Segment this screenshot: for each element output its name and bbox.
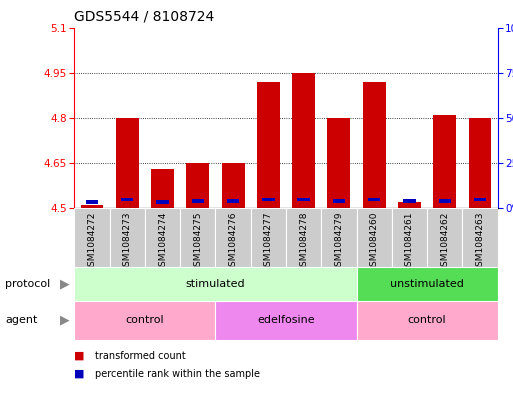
Text: control: control (408, 315, 446, 325)
Bar (357, 267, 498, 301)
Bar (257, 82, 280, 208)
Text: GSM1084278: GSM1084278 (299, 211, 308, 272)
Text: edelfosine: edelfosine (257, 315, 315, 325)
Bar (251, 208, 286, 267)
Bar (74, 208, 110, 267)
Text: GSM1084274: GSM1084274 (158, 211, 167, 272)
Bar (262, 198, 274, 201)
Bar (363, 82, 386, 208)
Bar (156, 200, 169, 204)
Bar (74, 301, 215, 340)
Text: GSM1084263: GSM1084263 (476, 211, 484, 272)
Bar (357, 208, 392, 267)
Text: ■: ■ (74, 369, 85, 379)
Bar (327, 118, 350, 208)
Bar (215, 301, 357, 340)
Text: agent: agent (5, 315, 37, 325)
Bar (180, 208, 215, 267)
Bar (474, 198, 486, 201)
Bar (86, 200, 98, 204)
Text: ▶: ▶ (60, 277, 69, 290)
Bar (110, 208, 145, 267)
Text: GSM1084277: GSM1084277 (264, 211, 273, 272)
Bar (427, 208, 462, 267)
Bar (192, 199, 204, 203)
Bar (333, 199, 345, 203)
Bar (321, 208, 357, 267)
Bar (286, 208, 321, 267)
Text: GSM1084279: GSM1084279 (334, 211, 343, 272)
Bar (403, 199, 416, 203)
Text: control: control (126, 315, 164, 325)
Bar (398, 202, 421, 208)
Bar (439, 199, 451, 203)
Bar (145, 208, 180, 267)
Bar (74, 267, 357, 301)
Bar (121, 198, 133, 201)
Text: GSM1084260: GSM1084260 (370, 211, 379, 272)
Bar (81, 205, 104, 208)
Bar (186, 163, 209, 208)
Bar (468, 118, 491, 208)
Text: GSM1084276: GSM1084276 (229, 211, 238, 272)
Bar (357, 301, 498, 340)
Text: GSM1084273: GSM1084273 (123, 211, 132, 272)
Bar (392, 208, 427, 267)
Text: GDS5544 / 8108724: GDS5544 / 8108724 (74, 10, 214, 24)
Bar (151, 169, 174, 208)
Text: protocol: protocol (5, 279, 50, 289)
Text: GSM1084261: GSM1084261 (405, 211, 414, 272)
Text: GSM1084275: GSM1084275 (193, 211, 202, 272)
Bar (298, 198, 310, 201)
Text: stimulated: stimulated (186, 279, 245, 289)
Bar (292, 73, 315, 208)
Text: ■: ■ (74, 351, 85, 361)
Text: GSM1084272: GSM1084272 (88, 211, 96, 272)
Text: transformed count: transformed count (95, 351, 186, 361)
Bar (222, 163, 245, 208)
Bar (462, 208, 498, 267)
Text: ▶: ▶ (60, 314, 69, 327)
Text: percentile rank within the sample: percentile rank within the sample (95, 369, 260, 379)
Text: unstimulated: unstimulated (390, 279, 464, 289)
Bar (368, 198, 380, 201)
Bar (215, 208, 251, 267)
Bar (116, 118, 139, 208)
Text: GSM1084262: GSM1084262 (440, 211, 449, 272)
Bar (227, 199, 239, 203)
Bar (433, 115, 456, 208)
